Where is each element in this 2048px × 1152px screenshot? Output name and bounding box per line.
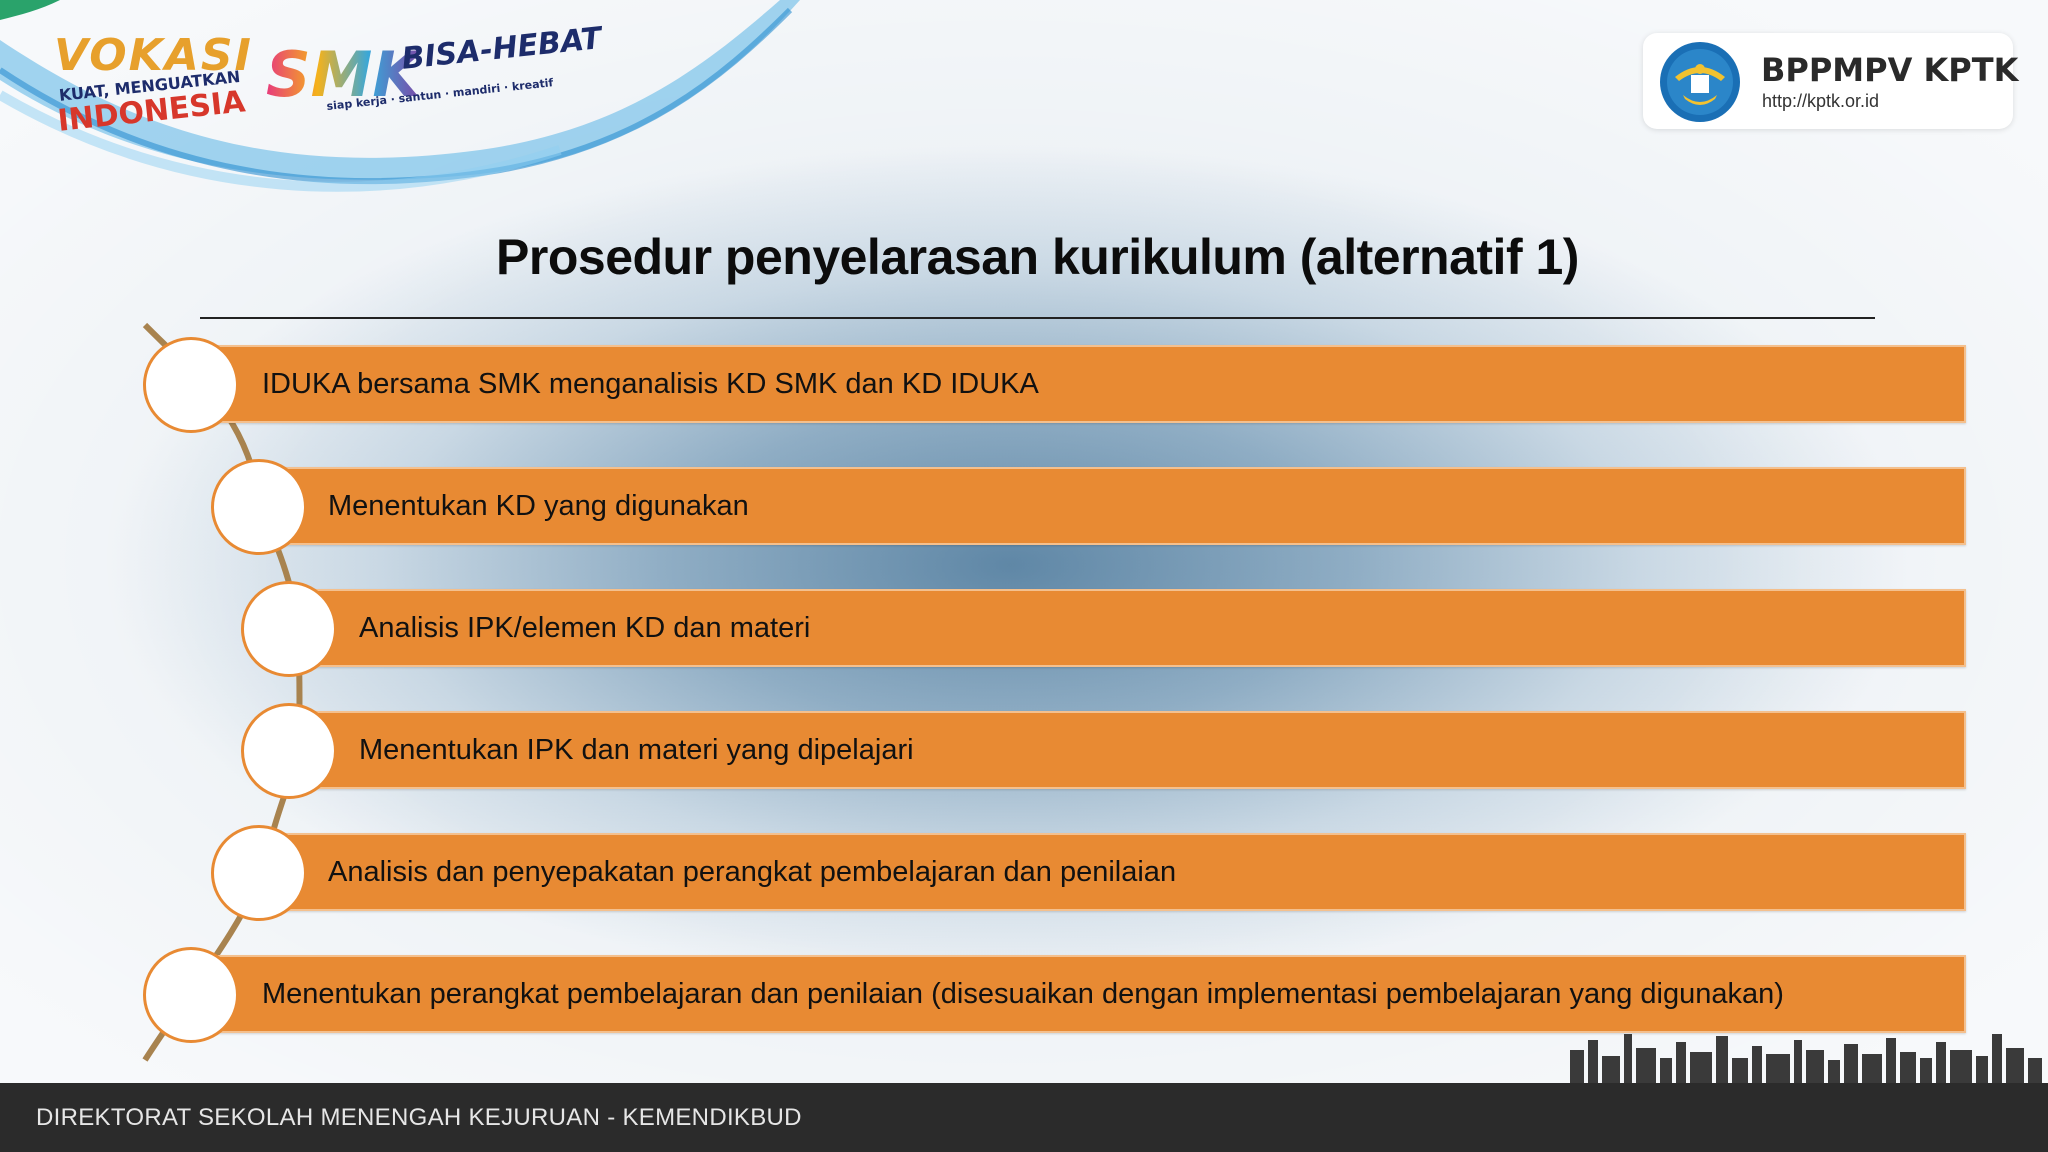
badge-url: http://kptk.or.id	[1762, 91, 1880, 111]
step-label-1: IDUKA bersama SMK menganalisis KD SMK da…	[262, 367, 1039, 400]
step-item-2: Menentukan KD yang digunakan	[268, 467, 1966, 545]
step-circle-3	[241, 581, 337, 677]
step-item-4: Menentukan IPK dan materi yang dipelajar…	[298, 711, 1966, 789]
step-item-1: IDUKA bersama SMK menganalisis KD SMK da…	[200, 345, 1966, 423]
step-label-3: Analisis IPK/elemen KD dan materi	[359, 611, 811, 644]
vokasi-logo-word: VOKASI	[54, 30, 253, 81]
step-label-4: Menentukan IPK dan materi yang dipelajar…	[359, 733, 914, 766]
wave-decoration	[0, 0, 800, 192]
step-label-5: Analisis dan penyepakatan perangkat pemb…	[328, 855, 1177, 888]
city-skyline-decoration	[1570, 1034, 2042, 1084]
step-item-6: Menentukan perangkat pembelajaran dan pe…	[200, 955, 1966, 1033]
smk-bisa-hebat-logo: SMK BISA-HEBAT siap kerja · santun · man…	[266, 21, 603, 128]
step-circle-5	[211, 825, 307, 921]
step-circle-6	[143, 947, 239, 1043]
tut-wuri-handayani-emblem-icon	[1660, 42, 1740, 122]
step-item-5: Analisis dan penyepakatan perangkat pemb…	[268, 833, 1966, 911]
title-divider	[200, 317, 1875, 319]
footer-text: DIREKTORAT SEKOLAH MENENGAH KEJURUAN - K…	[36, 1103, 802, 1131]
step-label-2: Menentukan KD yang digunakan	[328, 489, 749, 522]
step-label-6: Menentukan perangkat pembelajaran dan pe…	[262, 977, 1784, 1010]
step-item-3: Analisis IPK/elemen KD dan materi	[298, 589, 1966, 667]
footer-bar: DIREKTORAT SEKOLAH MENENGAH KEJURUAN - K…	[0, 1083, 2048, 1152]
step-circle-1	[143, 337, 239, 433]
step-circle-2	[211, 459, 307, 555]
bppmpv-badge: BPPMPV KPTK http://kptk.or.id	[1643, 33, 2018, 129]
badge-title: BPPMPV KPTK	[1761, 51, 2019, 89]
smk-logo-word: SMK	[266, 38, 421, 111]
vokasi-logo: VOKASI KUAT, MENGUATKAN INDONESIA	[44, 28, 254, 139]
slide-title: Prosedur penyelarasan kurikulum (alterna…	[496, 229, 1579, 285]
step-circle-4	[241, 703, 337, 799]
